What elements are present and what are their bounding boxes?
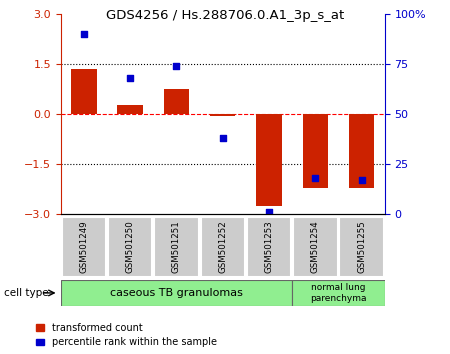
Bar	[293, 217, 338, 277]
Point	[312, 175, 319, 181]
Bar	[302, 114, 328, 188]
Text: GSM501252: GSM501252	[218, 221, 227, 273]
Bar	[201, 217, 245, 277]
Bar	[62, 217, 106, 277]
Bar	[256, 114, 282, 206]
Text: GSM501255: GSM501255	[357, 221, 366, 273]
Point	[173, 63, 180, 69]
Bar	[210, 114, 235, 116]
Bar	[71, 69, 97, 114]
Text: GSM501254: GSM501254	[311, 221, 320, 273]
Text: caseous TB granulomas: caseous TB granulomas	[110, 288, 243, 298]
Text: GSM501251: GSM501251	[172, 221, 181, 273]
Point	[219, 135, 226, 141]
Bar	[292, 280, 385, 306]
Bar	[117, 105, 143, 114]
Bar	[154, 217, 199, 277]
Text: GSM501249: GSM501249	[79, 221, 88, 273]
Text: GSM501250: GSM501250	[126, 221, 135, 273]
Point	[126, 75, 134, 81]
Bar	[61, 280, 292, 306]
Bar	[247, 217, 291, 277]
Text: cell type: cell type	[4, 288, 49, 298]
Point	[358, 177, 365, 183]
Text: GDS4256 / Hs.288706.0.A1_3p_s_at: GDS4256 / Hs.288706.0.A1_3p_s_at	[106, 9, 344, 22]
Point	[80, 32, 87, 37]
Legend: transformed count, percentile rank within the sample: transformed count, percentile rank withi…	[36, 322, 217, 347]
Bar	[339, 217, 384, 277]
Bar	[164, 89, 189, 114]
Text: normal lung
parenchyma: normal lung parenchyma	[310, 283, 367, 303]
Point	[266, 209, 273, 215]
Text: GSM501253: GSM501253	[265, 221, 274, 273]
Bar	[349, 114, 374, 188]
Bar	[108, 217, 153, 277]
